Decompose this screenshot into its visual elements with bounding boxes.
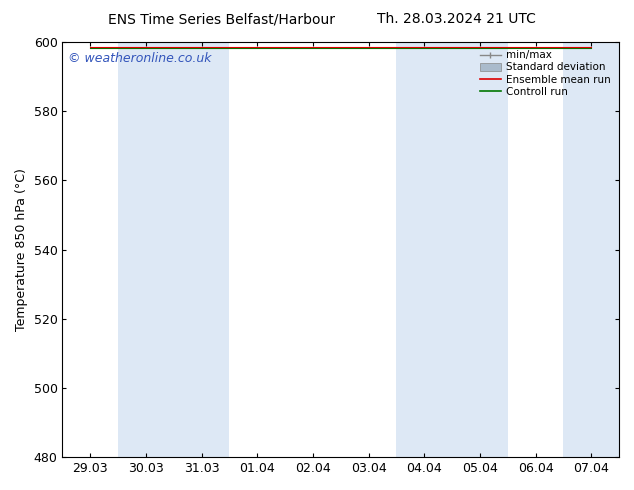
Bar [396,42,452,457]
Text: Th. 28.03.2024 21 UTC: Th. 28.03.2024 21 UTC [377,12,536,26]
Bar [452,42,508,457]
Bar [564,42,619,457]
Bar [118,42,174,457]
Bar [174,42,230,457]
Legend: min/max, Standard deviation, Ensemble mean run, Controll run: min/max, Standard deviation, Ensemble me… [477,47,614,100]
Text: © weatheronline.co.uk: © weatheronline.co.uk [68,52,212,66]
Text: ENS Time Series Belfast/Harbour: ENS Time Series Belfast/Harbour [108,12,335,26]
Y-axis label: Temperature 850 hPa (°C): Temperature 850 hPa (°C) [15,168,28,331]
